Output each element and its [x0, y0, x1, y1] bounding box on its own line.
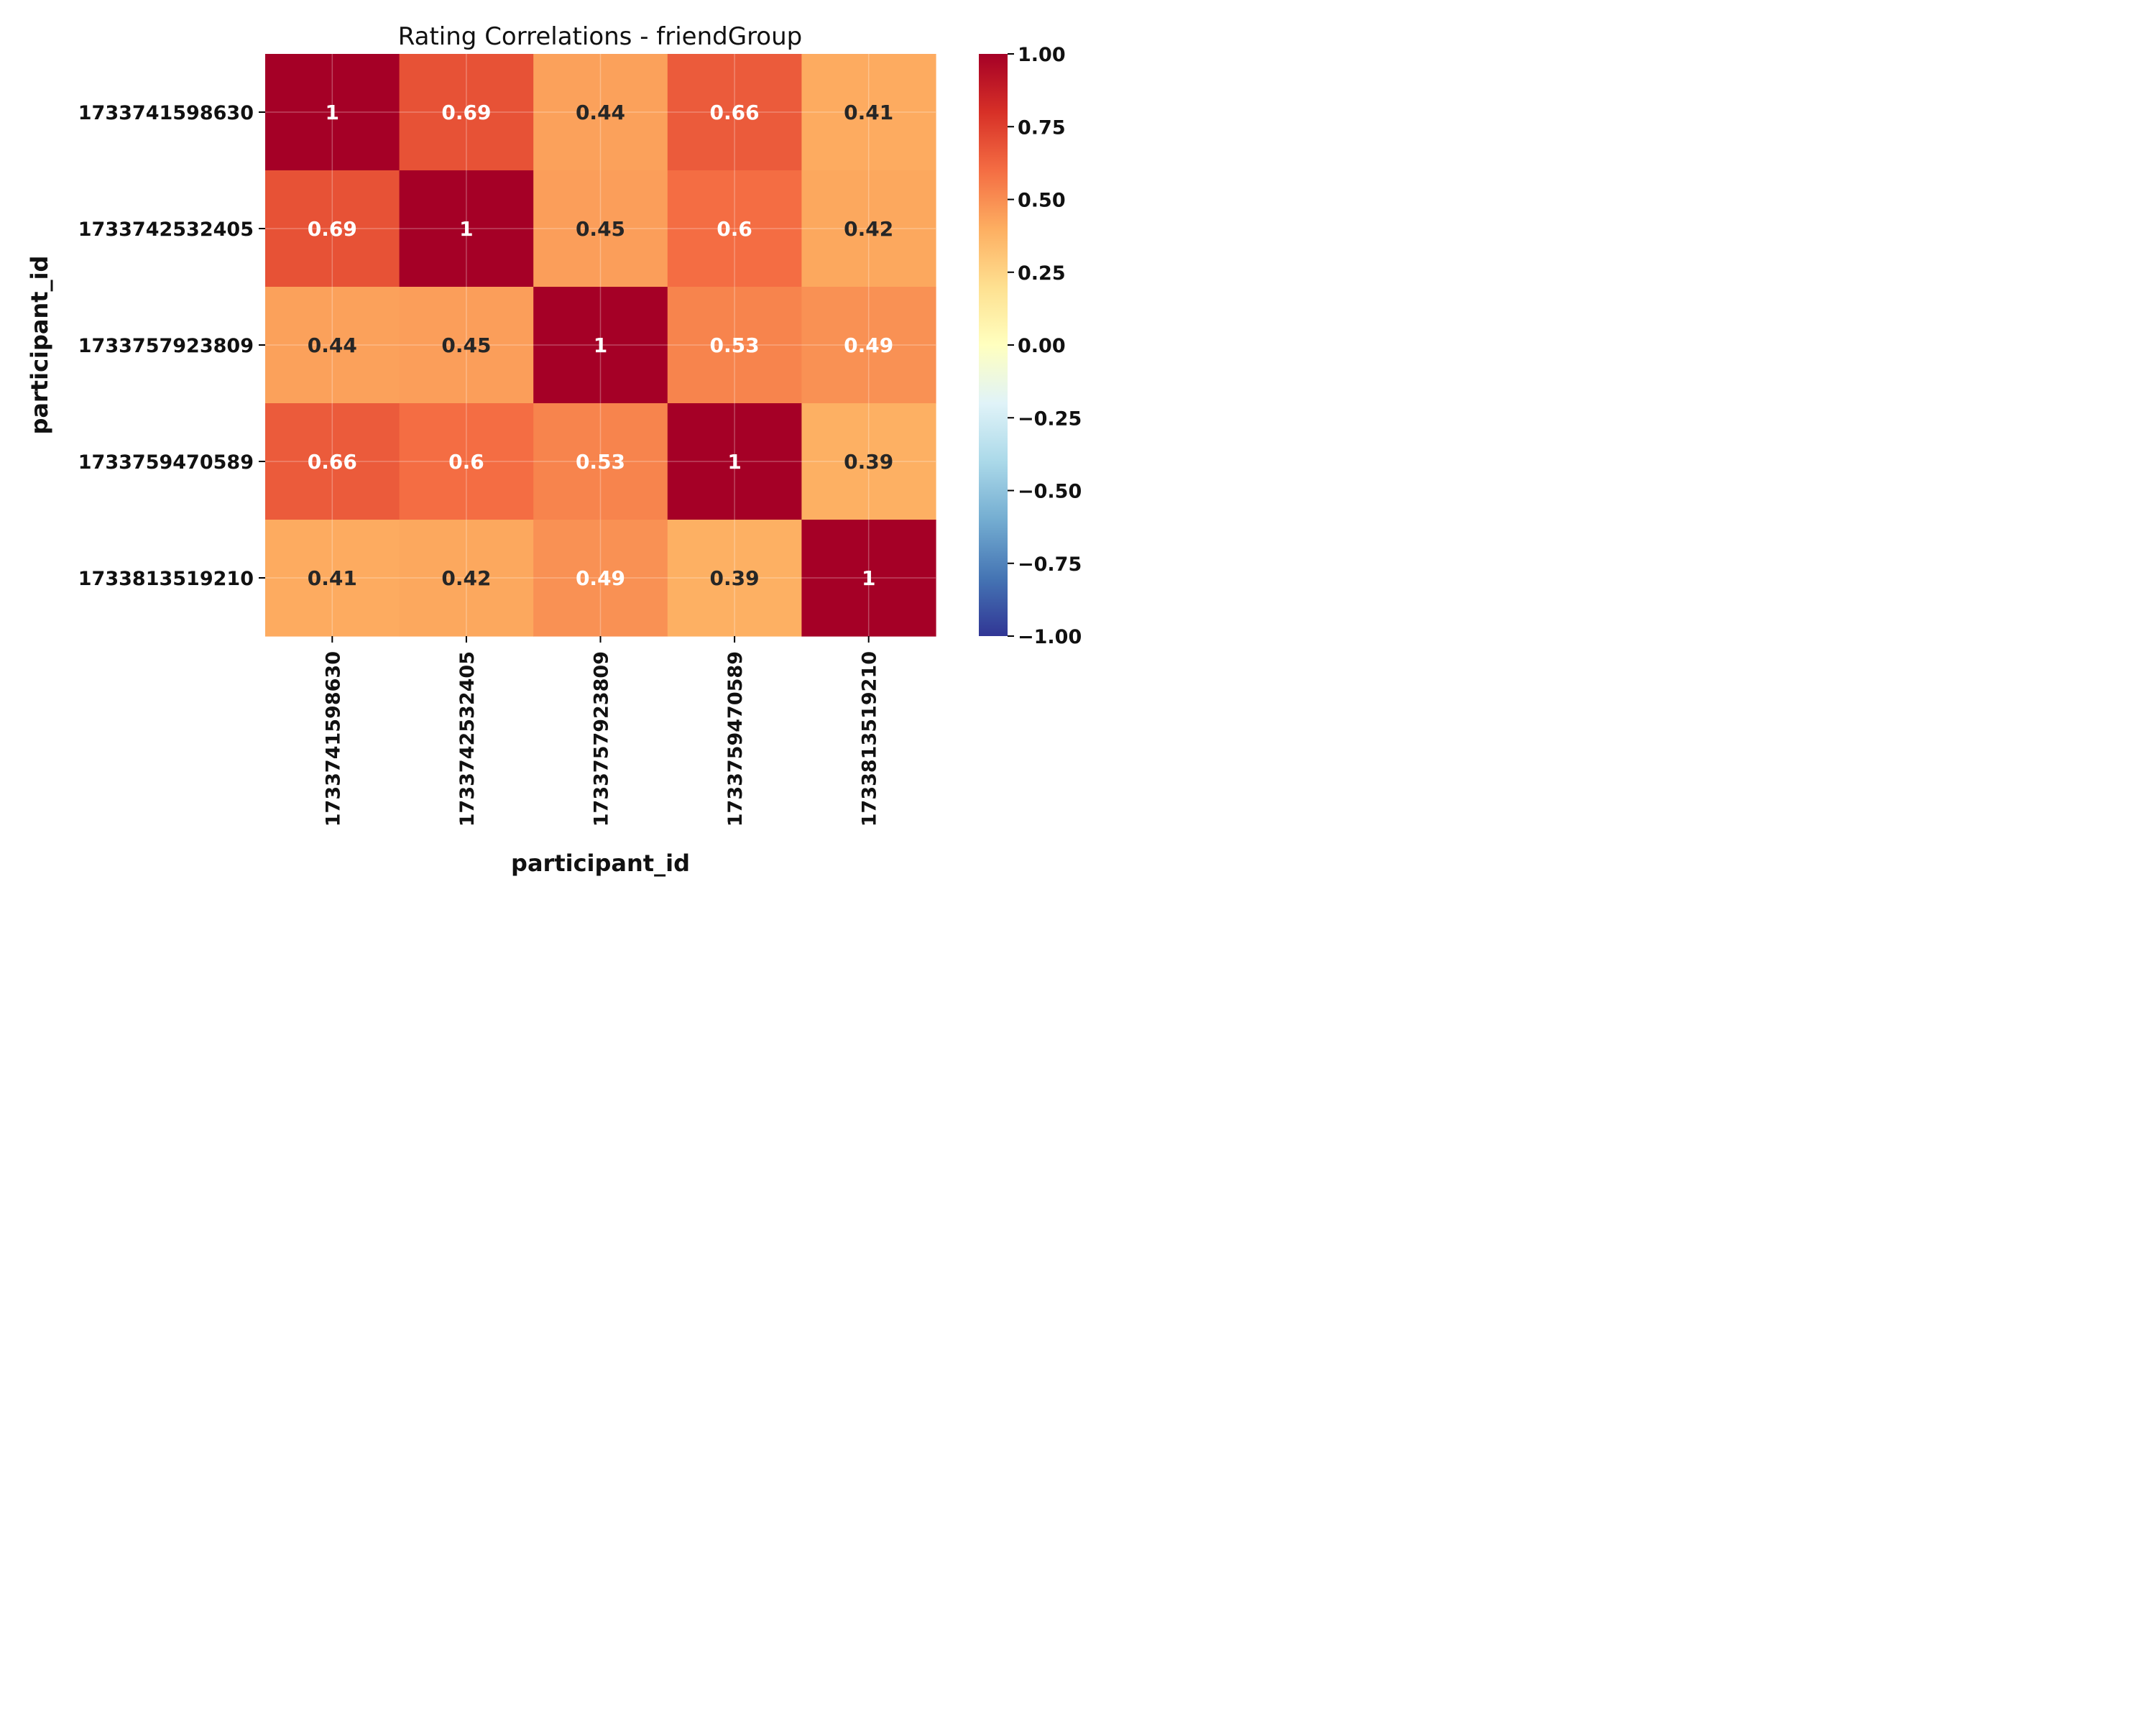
colorbar-tick-label: 1.00 [1018, 44, 1066, 66]
chart-title: Rating Correlations - friendGroup [398, 22, 802, 51]
cell-value-label: 0.42 [441, 566, 491, 590]
heatmap-cell [399, 287, 534, 404]
heatmap-cell [667, 170, 802, 288]
cell-value-label: 1 [459, 217, 473, 241]
heatmap-cell [667, 520, 802, 637]
cell-value-label: 0.53 [710, 334, 760, 357]
heatmap-gridlines [265, 54, 936, 636]
heatmap-cell [533, 287, 668, 404]
y-tick-label: 1733757923809 [78, 335, 254, 357]
cell-value-label: 0.42 [844, 217, 893, 241]
colorbar-tick-label: −0.50 [1018, 481, 1082, 503]
heatmap-cell [801, 403, 936, 520]
y-tick-label: 1733759470589 [78, 451, 254, 474]
heatmap-cell [265, 54, 400, 171]
y-axis: 1733741598630 1733742532405 1733757923809 1… [78, 102, 265, 590]
cell-value-label: 0.39 [844, 450, 893, 474]
cell-value-label: 0.53 [576, 450, 625, 474]
heatmap-cell [265, 170, 400, 288]
cell-value-label: 0.66 [710, 101, 760, 124]
x-axis: 1733741598630 1733742532405 1733757923809 1… [322, 636, 881, 827]
heatmap-cell [801, 170, 936, 288]
heatmap-cell [265, 403, 400, 520]
y-tick-label: 1733813519210 [78, 568, 254, 590]
cell-value-label: 0.49 [844, 334, 893, 357]
heatmap-cell [265, 520, 400, 637]
colorbar-tick-label: 0.25 [1018, 262, 1066, 285]
heatmap-cell [667, 287, 802, 404]
heatmap-cell [667, 54, 802, 171]
x-tick-label: 1733742532405 [456, 651, 479, 827]
heatmap-cell [399, 170, 534, 288]
x-tick-label: 1733813519210 [859, 651, 881, 827]
y-tick-label: 1733742532405 [78, 218, 254, 241]
cell-value-label: 1 [326, 101, 339, 124]
cell-value-label: 0.39 [710, 566, 760, 590]
cell-value-label: 0.41 [308, 566, 357, 590]
heatmap-cell [667, 403, 802, 520]
cell-value-label: 0.6 [448, 450, 484, 474]
colorbar-tick-label: 0.00 [1018, 335, 1066, 357]
heatmap-cells [265, 54, 936, 637]
cell-value-label: 1 [594, 334, 607, 357]
cell-value-label: 1 [727, 450, 741, 474]
colorbar-tick-label: 0.50 [1018, 190, 1066, 212]
heatmap-chart: Rating Correlations - friendGroup 1 0.69 0… [26, 22, 1082, 877]
cell-value-label: 1 [862, 566, 875, 590]
heatmap-cell [533, 403, 668, 520]
cell-value-label: 0.45 [441, 334, 491, 357]
cell-value-label: 0.6 [717, 217, 752, 241]
heatmap-cell [399, 520, 534, 637]
x-tick-label: 1733741598630 [322, 651, 344, 827]
x-tick-label: 1733759470589 [724, 651, 747, 827]
heatmap-cell [801, 520, 936, 637]
heatmap-cell [533, 520, 668, 637]
cell-value-label: 0.69 [308, 217, 357, 241]
y-axis-title: participant_id [26, 256, 53, 435]
heatmap-cell [265, 287, 400, 404]
cell-value-label: 0.49 [576, 566, 625, 590]
colorbar-gradient [979, 54, 1008, 636]
x-tick-label: 1733757923809 [591, 651, 613, 827]
colorbar: 1.00 0.75 0.50 0.25 0.00 −0.25 −0.50 −0.75 −1.00 [979, 44, 1082, 648]
heatmap-cell [801, 54, 936, 171]
cell-value-label: 0.45 [576, 217, 625, 241]
colorbar-tick-label: −0.75 [1018, 553, 1082, 576]
heatmap-cell [399, 403, 534, 520]
colorbar-tick-label: 0.75 [1018, 116, 1066, 139]
colorbar-tick-label: −0.25 [1018, 408, 1082, 430]
heatmap-cell [801, 287, 936, 404]
x-axis-title: participant_id [511, 850, 690, 877]
cell-value-label: 0.66 [308, 450, 357, 474]
cell-value-label: 0.44 [576, 101, 625, 124]
colorbar-tick-label: −1.00 [1018, 626, 1082, 648]
cell-value-label: 0.69 [441, 101, 491, 124]
cell-value-labels: 1 0.69 0.44 0.66 0.41 0.69 1 0.45 0.6 0.42 0.44 0.4… [308, 101, 893, 590]
heatmap-cell [533, 54, 668, 171]
heatmap-cell [533, 170, 668, 288]
heatmap-cell [399, 54, 534, 171]
cell-value-label: 0.41 [844, 101, 893, 124]
cell-value-label: 0.44 [308, 334, 357, 357]
y-tick-label: 1733741598630 [78, 102, 254, 124]
